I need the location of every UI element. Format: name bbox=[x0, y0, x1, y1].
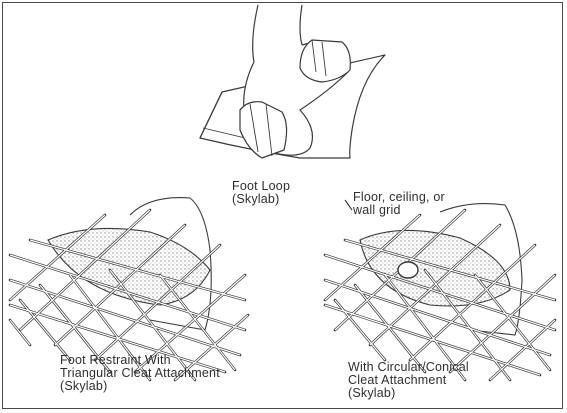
foot-loop-drawing bbox=[199, 4, 386, 159]
circular-cleat-drawing bbox=[323, 199, 557, 382]
floor-grid-label: Floor, ceiling, or wall grid bbox=[353, 190, 445, 217]
triangular-cleat-drawing bbox=[8, 197, 250, 382]
circular-cleat-label: With Circular/Conical Cleat Attachment (… bbox=[348, 360, 469, 400]
triangular-cleat-label: Foot Restraint With Triangular Cleat Att… bbox=[60, 353, 220, 393]
conical-cleat-icon bbox=[397, 261, 419, 279]
foot-loop-label: Foot Loop (Skylab) bbox=[232, 179, 291, 206]
